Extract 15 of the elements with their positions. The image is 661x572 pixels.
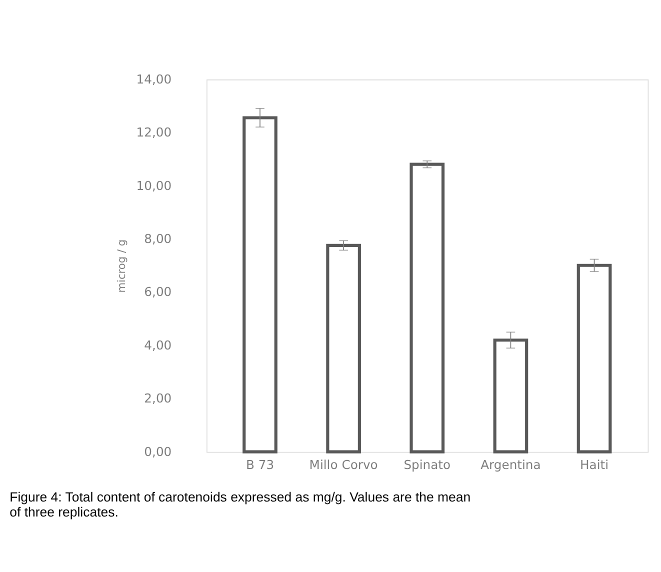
y-tick-label: 0,00: [144, 444, 172, 459]
x-tick-label: Spinato: [404, 458, 451, 472]
x-tick-label: Argentina: [480, 458, 541, 472]
y-tick-label: 10,00: [136, 178, 172, 193]
x-tick-label: Millo Corvo: [309, 458, 378, 472]
x-tick-label: B 73: [246, 458, 274, 472]
y-axis-title: microg / g: [116, 239, 128, 293]
y-tick-label: 8,00: [144, 232, 172, 246]
y-tick-label: 6,00: [144, 285, 172, 300]
caption: Figure 4: Total content of carotenoids expressed as mg/g. Values are the mean of three replicates.: [10, 489, 471, 520]
x-tick-label: Haiti: [580, 458, 609, 472]
y-tick-label: 14,00: [136, 72, 172, 86]
y-tick-label: 12,00: [136, 126, 172, 140]
y-tick-label: 2,00: [144, 392, 172, 406]
y-tick-label: 4,00: [144, 338, 172, 352]
